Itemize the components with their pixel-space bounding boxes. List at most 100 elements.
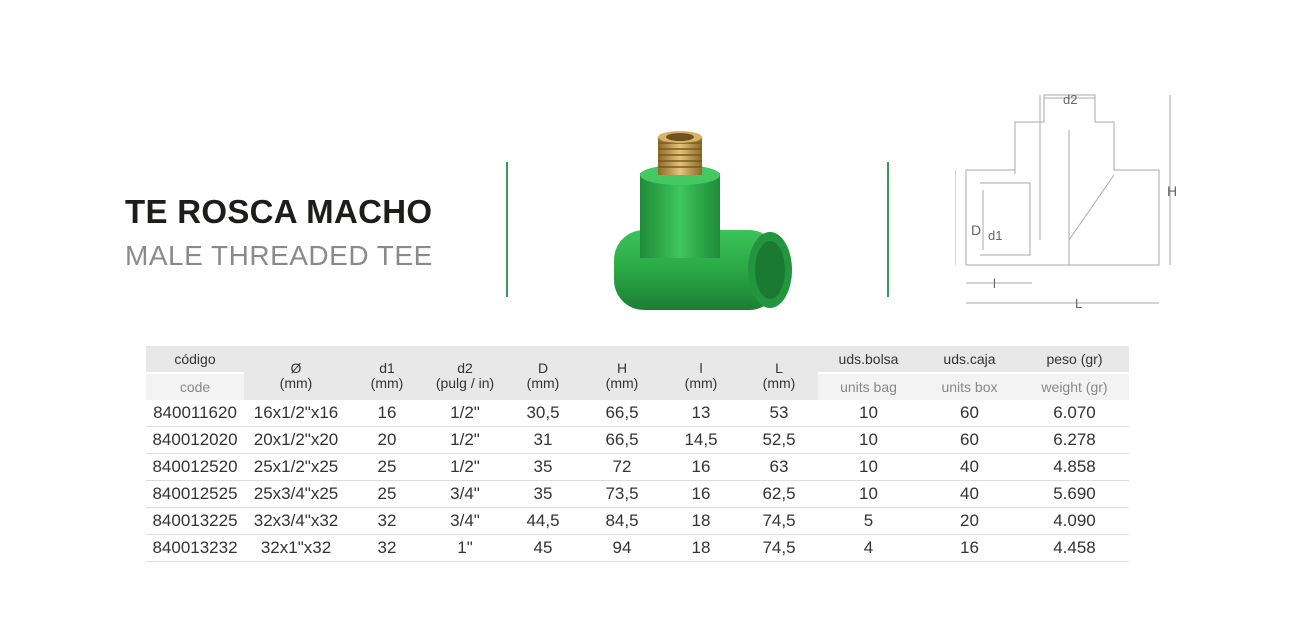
- header-weight-en: weight (gr): [1020, 372, 1129, 400]
- table-cell: 84,5: [582, 507, 662, 535]
- table-cell: 66,5: [582, 400, 662, 427]
- table-row: 840012020 20x1/2"x20 20 1/2" 31 66,5 14,5 52,5 1…: [146, 426, 1129, 454]
- table-cell: 16x1/2"x16: [244, 400, 348, 427]
- label-L: L: [1075, 296, 1082, 311]
- table-cell: 73,5: [582, 480, 662, 508]
- label-H: H: [1167, 183, 1177, 199]
- table-cell: 16: [348, 400, 426, 427]
- table-cell: 25: [348, 453, 426, 481]
- table-row: 840013225 32x3/4"x32 32 3/4" 44,5 84,5 18 74,5 5…: [146, 507, 1129, 535]
- table-cell: 4.858: [1020, 453, 1129, 481]
- table-cell: 25x3/4"x25: [244, 480, 348, 508]
- table-cell: 74,5: [740, 534, 818, 562]
- table-cell: 63: [740, 453, 818, 481]
- table-cell: 1": [426, 534, 504, 562]
- dimension-diagram: d2 H D d1 l L: [955, 92, 1177, 311]
- table-cell: 5.690: [1020, 480, 1129, 508]
- table-cell: 6.070: [1020, 400, 1129, 427]
- table-cell: 840013232: [146, 534, 244, 562]
- table-cell: 16: [662, 453, 740, 481]
- table-row: 840013232 32x1"x32 32 1" 45 94 18 74,5 4 16 4.458: [146, 534, 1129, 562]
- table-cell: 35: [504, 480, 582, 508]
- table-row: 840011620 16x1/2"x16 16 1/2" 30,5 66,5 13 53 10 6…: [146, 400, 1129, 427]
- table-cell: 4.090: [1020, 507, 1129, 535]
- table-cell: 1/2": [426, 426, 504, 454]
- table-row: 840012525 25x3/4"x25 25 3/4" 35 73,5 16 62,5 10 4…: [146, 480, 1129, 508]
- label-l: l: [993, 276, 996, 291]
- table-cell: 20: [348, 426, 426, 454]
- table-cell: 16: [662, 480, 740, 508]
- label-d2: d2: [1063, 92, 1077, 107]
- table-cell: 5: [818, 507, 919, 535]
- divider-left: [506, 162, 508, 297]
- table-cell: 31: [504, 426, 582, 454]
- product-title: TE ROSCA MACHO: [125, 193, 433, 230]
- table-cell: 40: [919, 480, 1020, 508]
- table-cell: 13: [662, 400, 740, 427]
- table-cell: 74,5: [740, 507, 818, 535]
- specs-table: código Ø (mm) d1 (mm) d2 (pulg / in) D (mm) …: [146, 346, 1129, 562]
- table-cell: 840012020: [146, 426, 244, 454]
- table-cell: 4.458: [1020, 534, 1129, 562]
- table-cell: 10: [818, 453, 919, 481]
- table-cell: 32: [348, 534, 426, 562]
- table-cell: 32x1"x32: [244, 534, 348, 562]
- product-subtitle: MALE THREADED TEE: [125, 240, 433, 271]
- table-cell: 25x1/2"x25: [244, 453, 348, 481]
- table-cell: 40: [919, 453, 1020, 481]
- table-cell: 16: [919, 534, 1020, 562]
- header-code: código: [146, 346, 244, 373]
- table-cell: 25: [348, 480, 426, 508]
- header-units-box-en: units box: [919, 372, 1020, 400]
- header-L: L (mm): [740, 346, 818, 400]
- table-cell: 840013225: [146, 507, 244, 535]
- header-H: H (mm): [582, 346, 662, 400]
- table-cell: 52,5: [740, 426, 818, 454]
- table-cell: 32x3/4"x32: [244, 507, 348, 535]
- label-D: D: [971, 222, 981, 238]
- header-code-en: code: [146, 372, 244, 400]
- table-cell: 10: [818, 400, 919, 427]
- table-cell: 45: [504, 534, 582, 562]
- table-cell: 60: [919, 426, 1020, 454]
- table-cell: 20: [919, 507, 1020, 535]
- header-D: D (mm): [504, 346, 582, 400]
- table-cell: 94: [582, 534, 662, 562]
- table-cell: 840012520: [146, 453, 244, 481]
- header-units-bag-en: units bag: [818, 372, 919, 400]
- table-cell: 32: [348, 507, 426, 535]
- header-l: l (mm): [662, 346, 740, 400]
- table-cell: 840012525: [146, 480, 244, 508]
- header-diameter: Ø (mm): [244, 346, 348, 400]
- table-cell: 53: [740, 400, 818, 427]
- table-cell: 30,5: [504, 400, 582, 427]
- header-units-bag: uds.bolsa: [818, 346, 919, 373]
- table-cell: 72: [582, 453, 662, 481]
- header-d1: d1 (mm): [348, 346, 426, 400]
- label-d1: d1: [988, 228, 1002, 243]
- table-row: 840012520 25x1/2"x25 25 1/2" 35 72 16 63 10 40 4.8…: [146, 453, 1129, 481]
- table-cell: 6.278: [1020, 426, 1129, 454]
- table-cell: 14,5: [662, 426, 740, 454]
- table-cell: 3/4": [426, 480, 504, 508]
- table-cell: 1/2": [426, 400, 504, 427]
- table-cell: 62,5: [740, 480, 818, 508]
- table-cell: 10: [818, 480, 919, 508]
- header-d2: d2 (pulg / in): [426, 346, 504, 400]
- table-cell: 35: [504, 453, 582, 481]
- header-weight: peso (gr): [1020, 346, 1129, 373]
- table-cell: 20x1/2"x20: [244, 426, 348, 454]
- table-cell: 18: [662, 507, 740, 535]
- table-cell: 18: [662, 534, 740, 562]
- table-cell: 44,5: [504, 507, 582, 535]
- table-cell: 60: [919, 400, 1020, 427]
- table-cell: 3/4": [426, 507, 504, 535]
- table-cell: 1/2": [426, 453, 504, 481]
- divider-right: [887, 162, 889, 297]
- table-cell: 840011620: [146, 400, 244, 427]
- product-image: [614, 131, 792, 310]
- table-cell: 10: [818, 426, 919, 454]
- table-cell: 4: [818, 534, 919, 562]
- table-cell: 66,5: [582, 426, 662, 454]
